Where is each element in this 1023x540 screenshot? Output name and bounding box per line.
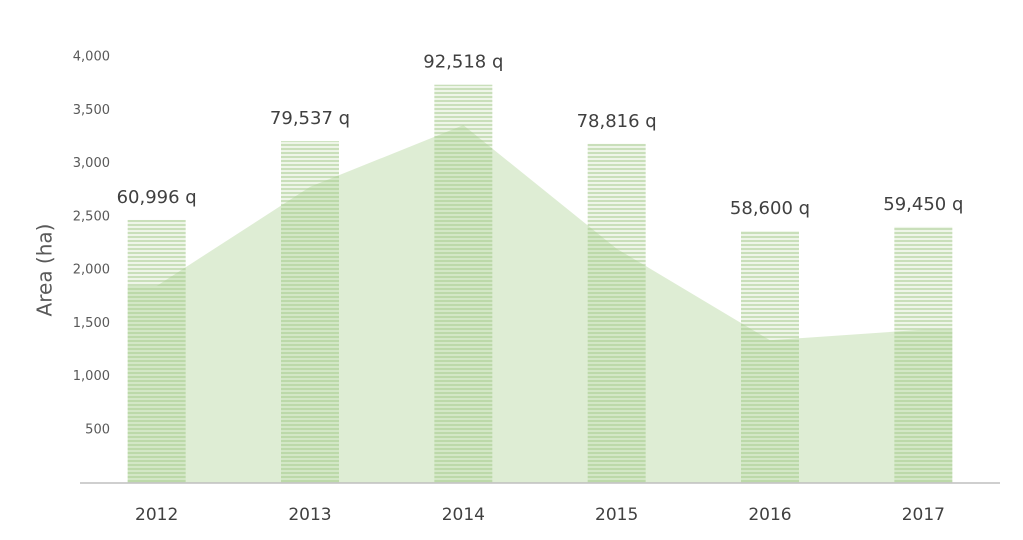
x-tick-label: 2015 [595,505,638,525]
y-tick-label: 1,000 [73,369,110,384]
data-label: 92,518 q [423,52,503,73]
y-tick-label: 1,500 [73,316,110,331]
x-tick-label: 2013 [288,505,331,525]
data-label: 59,450 q [883,194,963,215]
data-label: 79,537 q [270,108,350,129]
data-label: 58,600 q [730,198,810,219]
x-tick-label: 2017 [902,505,945,525]
y-tick-label: 3,000 [73,156,110,171]
y-tick-label: 500 [85,422,110,437]
area [127,125,953,483]
y-tick-label: 4,000 [73,50,110,65]
bar [741,231,799,483]
x-tick-label: 2016 [748,505,791,525]
y-tick-label: 2,000 [73,263,110,278]
y-axis-label: Area (ha) [33,224,57,317]
bar [434,84,493,483]
bar [894,226,953,483]
x-tick-label: 2014 [442,505,485,525]
bar [281,141,339,483]
data-label: 78,816 q [577,111,657,132]
bar [587,143,646,484]
data-label: 60,996 q [117,187,197,208]
x-tick-label: 2012 [135,505,178,525]
bar [127,219,186,483]
y-tick-label: 2,500 [73,209,110,224]
y-tick-label: 3,500 [73,103,110,118]
